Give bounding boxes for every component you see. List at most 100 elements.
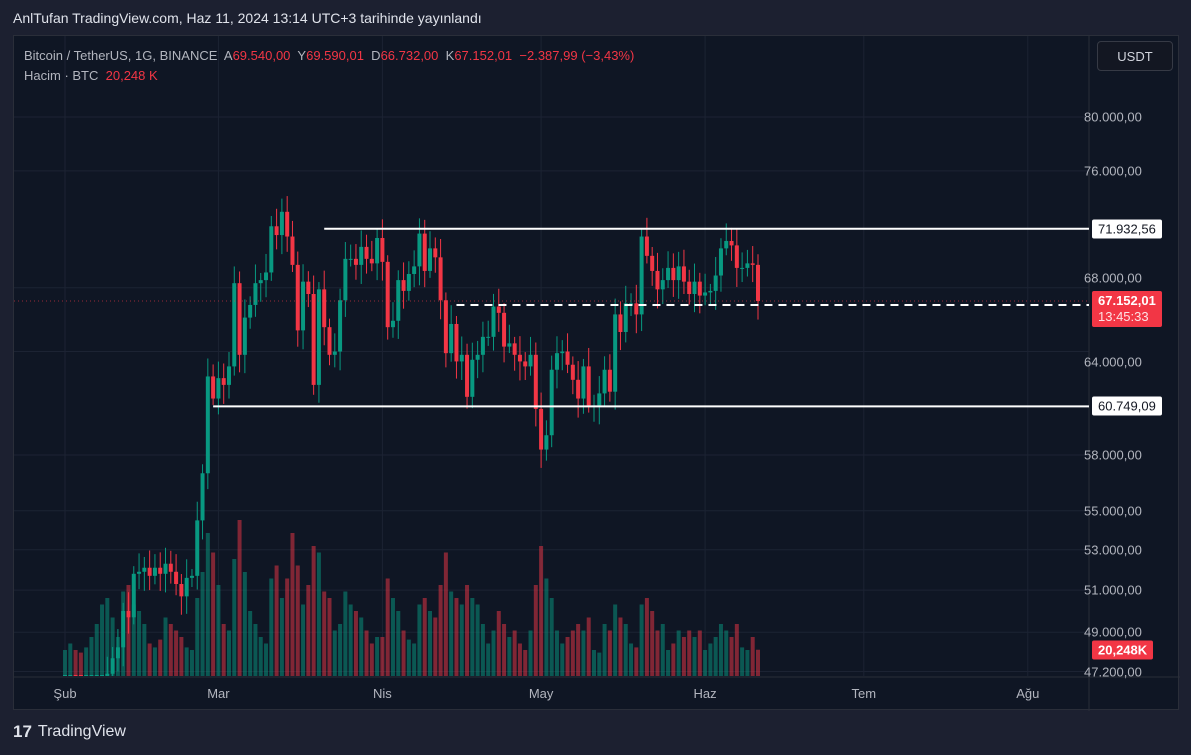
volume-bar — [454, 598, 459, 676]
bar-countdown: 13:45:33 — [1098, 308, 1149, 324]
published-caption: AnlTufan TradingView.com, Haz 11, 2024 1… — [13, 10, 482, 26]
candle-body — [729, 240, 734, 246]
candle-body — [496, 306, 501, 313]
candle-body — [644, 236, 649, 256]
candle-body — [163, 563, 168, 574]
candle-body — [660, 280, 665, 290]
candle-body — [533, 354, 538, 409]
price-tick: 49.000,00 — [1084, 624, 1142, 640]
candle-body — [650, 255, 655, 271]
candle-body — [274, 226, 279, 236]
volume-bar — [338, 624, 343, 676]
candle-body — [269, 226, 274, 273]
currency-button[interactable]: USDT — [1097, 41, 1173, 71]
candle-body — [539, 408, 544, 450]
volume-label[interactable]: Hacim · BTC — [24, 68, 99, 83]
volume-bar — [687, 630, 692, 676]
candle-body — [179, 583, 184, 597]
price-tick: 55.000,00 — [1084, 503, 1142, 519]
last-price-tag: 67.152,01 13:45:33 — [1092, 290, 1162, 327]
candle-body — [316, 289, 321, 385]
volume-bar — [380, 637, 385, 676]
low-value: 66.732,00 — [380, 48, 439, 63]
volume-bar — [242, 572, 247, 676]
volume-bar — [713, 637, 718, 676]
candle-body — [629, 303, 634, 305]
volume-bar — [613, 604, 618, 676]
volume-bar — [734, 624, 739, 676]
candle-body — [417, 233, 422, 267]
candle-body — [295, 264, 300, 331]
candle-body — [253, 283, 258, 305]
volume-bar — [755, 649, 760, 676]
volume-bar — [528, 630, 533, 676]
high-label: Y — [297, 48, 307, 63]
volume-bar — [301, 604, 306, 676]
close-label: K — [445, 48, 455, 63]
volume-bar — [258, 637, 263, 676]
volume-bar — [131, 604, 136, 676]
series-group — [63, 196, 760, 676]
candle-body — [454, 323, 459, 362]
symbol-label[interactable]: Bitcoin / TetherUS, 1G, BINANCE — [24, 48, 218, 63]
candle-body — [734, 245, 739, 268]
candle-body — [470, 359, 475, 397]
volume-bar — [322, 591, 327, 676]
candle-body — [486, 336, 491, 338]
candle-body — [311, 294, 316, 385]
candle-body — [89, 675, 94, 676]
volume-bar — [597, 652, 602, 676]
candle-body — [84, 675, 89, 676]
price-chart[interactable] — [14, 36, 1180, 711]
candle-body — [703, 292, 708, 296]
volume-bar — [486, 643, 491, 676]
volume-bar — [168, 624, 173, 676]
candle-body — [73, 675, 78, 676]
candle-body — [110, 658, 115, 674]
volume-bar — [316, 552, 321, 676]
candle-body — [692, 281, 697, 295]
volume-bar — [158, 639, 163, 676]
volume-bar — [750, 637, 755, 676]
volume-bar — [353, 611, 358, 676]
volume-bar — [581, 630, 586, 676]
candle-body — [517, 354, 522, 362]
volume-bar — [517, 643, 522, 676]
candle-body — [115, 647, 120, 659]
candle-body — [602, 369, 607, 394]
volume-bar — [539, 546, 544, 676]
low-label: D — [371, 48, 381, 63]
candle-body — [359, 246, 364, 265]
volume-bar — [655, 630, 660, 676]
volume-bar — [248, 611, 253, 676]
chart-panel[interactable]: Bitcoin / TetherUS, 1G, BINANCE A69.540,… — [13, 35, 1180, 711]
candle-body — [549, 369, 554, 436]
candle-body — [449, 323, 454, 354]
candle-body — [750, 263, 755, 265]
candle-body — [322, 289, 327, 328]
candle-body — [724, 240, 729, 249]
volume-bar — [348, 604, 353, 676]
volume-bar — [692, 637, 697, 676]
volume-value: 20,248 K — [105, 68, 158, 83]
candle-body — [285, 211, 290, 237]
volume-bar — [152, 647, 157, 676]
volume-bar — [184, 647, 189, 676]
volume-bar — [570, 630, 575, 676]
volume-bar — [703, 650, 708, 676]
candle-body — [63, 675, 67, 676]
candle-body — [205, 376, 210, 474]
volume-bar — [433, 617, 438, 676]
volume-bar — [740, 647, 745, 676]
candle-body — [380, 238, 385, 262]
candle-body — [528, 354, 533, 367]
candle-body — [740, 267, 745, 269]
volume-bar — [724, 630, 729, 676]
candle-body — [671, 267, 676, 281]
tradingview-logo[interactable]: 17 TradingView — [13, 722, 126, 742]
candle-body — [576, 379, 581, 399]
volume-bar — [110, 617, 115, 676]
open-value: 69.540,00 — [232, 48, 291, 63]
candle-body — [242, 317, 247, 355]
candle-body — [433, 248, 438, 258]
